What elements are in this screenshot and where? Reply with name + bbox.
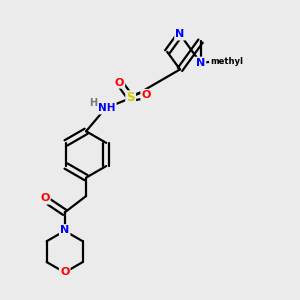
Text: N: N	[60, 225, 69, 235]
Text: H: H	[89, 98, 97, 108]
Text: O: O	[115, 77, 124, 88]
Text: methyl: methyl	[210, 57, 243, 66]
Text: O: O	[141, 90, 151, 100]
Text: S: S	[126, 92, 135, 104]
Text: N: N	[196, 58, 205, 68]
Text: N: N	[175, 29, 184, 39]
Text: O: O	[60, 268, 69, 278]
Text: O: O	[40, 194, 50, 203]
Text: NH: NH	[98, 103, 116, 113]
